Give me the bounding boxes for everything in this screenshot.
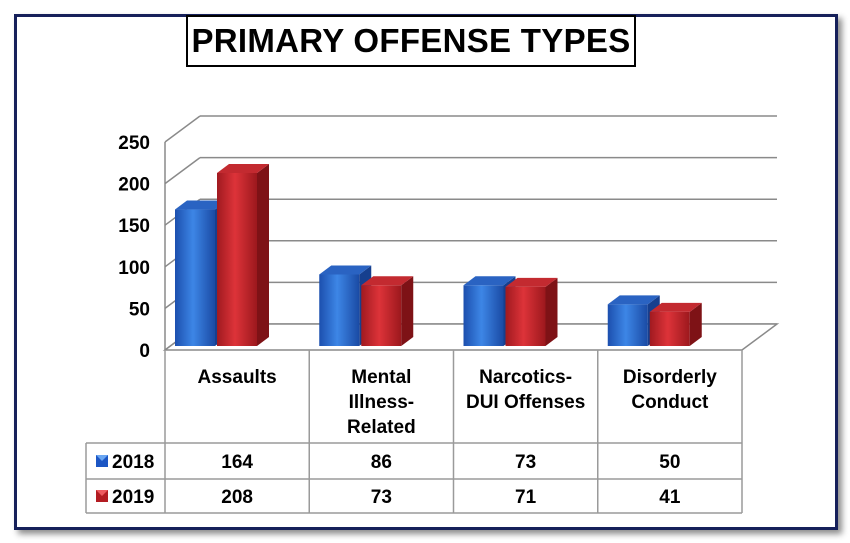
category-label: Disorderly (623, 367, 717, 388)
bar-top (463, 276, 516, 286)
category-label: Conduct (631, 392, 709, 413)
y-tick-label: 250 (118, 133, 150, 154)
bar-front (505, 286, 546, 346)
chart-title: PRIMARY OFFENSE TYPES (191, 22, 631, 59)
legend-label: 2019 (112, 487, 154, 508)
category-label: Illness- (349, 392, 414, 413)
y-tick-label: 50 (129, 299, 150, 320)
bar-side (401, 276, 414, 346)
bar-front (175, 209, 215, 346)
category-label: DUI Offenses (466, 392, 585, 413)
data-value-label: 41 (659, 487, 681, 508)
bar (505, 277, 558, 346)
data-value-label: 73 (515, 452, 536, 473)
bar-front (649, 311, 690, 346)
y-tick-label: 100 (118, 258, 150, 279)
bar-top (175, 200, 227, 210)
y-tick-label: 0 (139, 341, 150, 362)
side-wall-gridline (164, 115, 201, 143)
data-value-label: 86 (371, 452, 392, 473)
bar-front (361, 285, 402, 346)
bar-top (505, 277, 558, 287)
category-label: Narcotics- (479, 367, 572, 388)
bar-side (545, 277, 558, 346)
legend-label: 2018 (112, 452, 154, 473)
bar (361, 276, 414, 346)
bar-top (217, 163, 269, 173)
bar-side (257, 163, 269, 346)
bar-top (319, 265, 372, 275)
bar-front (217, 172, 257, 346)
bar-front (463, 285, 504, 346)
bar-top (649, 302, 702, 312)
category-label: Mental (351, 367, 411, 388)
legend-key-highlight (96, 490, 108, 496)
category-label: Related (347, 417, 416, 438)
data-value-label: 164 (221, 452, 253, 473)
data-value-label: 208 (221, 487, 253, 508)
side-wall-gridline (164, 156, 201, 185)
data-value-label: 73 (371, 487, 392, 508)
chart-title-box: PRIMARY OFFENSE TYPES (186, 15, 636, 67)
data-value-label: 71 (515, 487, 537, 508)
data-value-label: 50 (659, 452, 680, 473)
bar (217, 163, 269, 346)
bar (649, 302, 702, 346)
bar-front (607, 304, 648, 346)
legend-key-highlight (96, 455, 108, 461)
bar-top (607, 295, 660, 305)
bar-front (319, 274, 360, 346)
bar-top (361, 276, 414, 286)
category-label: Assaults (198, 367, 277, 388)
y-tick-label: 200 (118, 175, 150, 196)
bar-side (689, 302, 702, 346)
y-tick-label: 150 (118, 216, 150, 237)
chart-frame (14, 14, 838, 530)
